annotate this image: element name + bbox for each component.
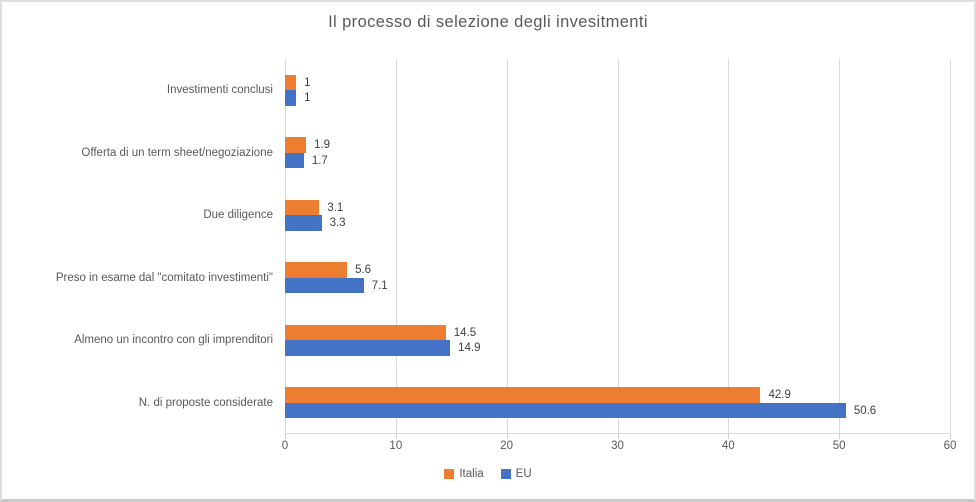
x-tick-label: 30 — [611, 440, 624, 452]
x-tick-label: 20 — [500, 440, 514, 452]
gridline — [950, 59, 951, 434]
bar-eu — [285, 90, 297, 106]
bar-italia — [285, 387, 761, 403]
category-label: Almeno un incontro con gli imprenditori — [74, 334, 273, 347]
bar-value-label: 14.5 — [453, 326, 477, 339]
bar-value-label: 1 — [304, 76, 311, 89]
x-tick-label: 50 — [832, 440, 846, 452]
category-label: Investimenti conclusi — [166, 84, 273, 97]
x-axis-tick-labels: 0 10 20 30 40 50 60 — [282, 440, 957, 456]
category-axis: Investimenti conclusi Offerta di un term … — [2, 59, 279, 434]
x-tick-label: 40 — [721, 440, 735, 452]
tick-mark — [617, 434, 619, 439]
bar-italia — [285, 262, 348, 278]
bar-value-label: 1.7 — [311, 154, 328, 167]
bar-value-label: 50.6 — [853, 404, 877, 417]
category-label: Due diligence — [203, 209, 273, 222]
chart-title: Il processo di selezione degli invesitme… — [328, 13, 648, 31]
x-tick-label: 60 — [943, 440, 957, 452]
tick-mark — [950, 434, 951, 439]
tick-mark — [839, 434, 841, 439]
tick-mark — [285, 434, 286, 439]
bar-value-label: 7.1 — [371, 279, 388, 292]
legend-item-italia: Italia — [444, 468, 484, 480]
tick-mark — [728, 434, 730, 439]
bar-italia — [285, 137, 307, 153]
bar-eu — [285, 215, 322, 231]
tick-mark — [395, 434, 397, 439]
bar-value-label: 1 — [304, 92, 311, 104]
category-label: N. di proposte considerate — [138, 396, 273, 409]
tick-mark — [506, 434, 508, 439]
bar-eu — [285, 402, 846, 419]
legend-label: EU — [515, 468, 532, 480]
bar-italia — [285, 324, 446, 341]
gridline — [506, 59, 508, 434]
bar-value-label: 3.3 — [329, 217, 346, 229]
bar-value-label: 42.9 — [768, 389, 791, 401]
bar-italia — [285, 199, 320, 216]
gridline — [285, 59, 286, 434]
legend: Italia EU — [2, 468, 974, 480]
legend-item-eu: EU — [500, 468, 532, 480]
bar-value-label: 3.1 — [327, 201, 344, 214]
bar-value-label: 1.9 — [314, 139, 331, 151]
legend-swatch-icon — [500, 469, 511, 479]
bar-italia — [285, 74, 297, 91]
legend-swatch-icon — [444, 469, 455, 479]
gridline — [395, 59, 397, 434]
gridline — [728, 59, 730, 434]
bar-value-label: 5.6 — [355, 264, 372, 276]
category-label: Offerta di un term sheet/negoziazione — [81, 146, 273, 159]
bar-value-label: 14.9 — [458, 342, 481, 354]
x-tick-label: 0 — [281, 440, 289, 452]
category-label: Preso in esame dal "comitato investiment… — [55, 271, 273, 284]
bar-eu — [285, 152, 304, 169]
bar-eu — [285, 340, 451, 356]
gridline — [617, 59, 619, 434]
gridline — [839, 59, 841, 434]
bar-eu — [285, 277, 364, 294]
x-tick-label: 10 — [389, 440, 403, 452]
plot-area: 1 1 1.9 1.7 3.1 3.3 5.6 7.1 14.5 14.9 42.9 50.6 — [285, 59, 951, 439]
legend-label: Italia — [459, 468, 484, 480]
